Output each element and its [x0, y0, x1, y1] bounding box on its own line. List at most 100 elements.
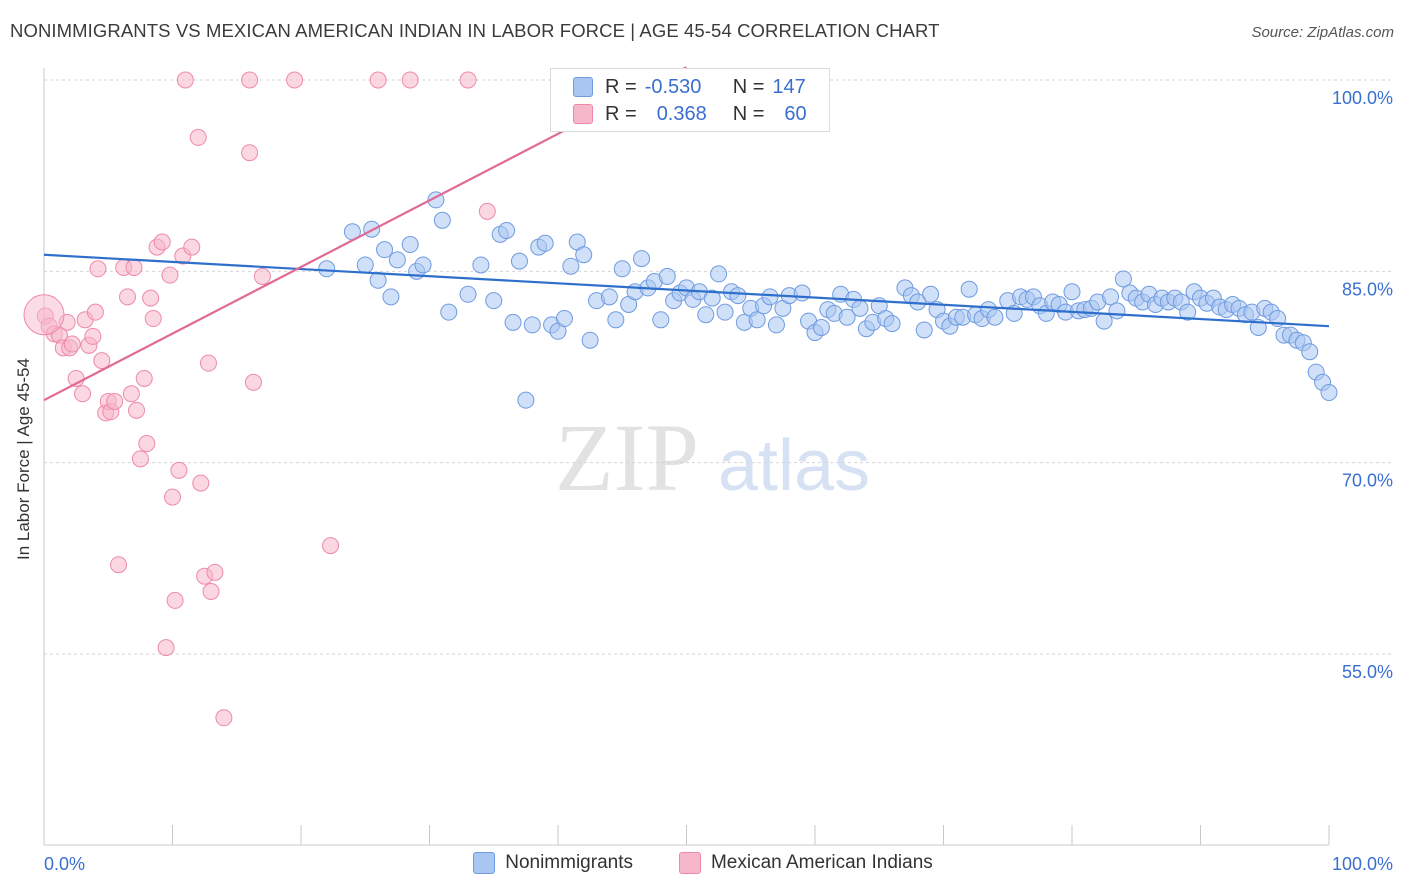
stats-r-value: -0.530	[644, 75, 702, 98]
stats-swatch-pink	[573, 104, 593, 124]
data-point	[189, 128, 207, 146]
stats-r-label: R =	[605, 75, 637, 98]
data-point	[1301, 343, 1319, 361]
data-point	[915, 321, 933, 339]
series-nonimmigrants	[318, 191, 1338, 409]
data-point	[1108, 302, 1126, 320]
data-point	[74, 385, 92, 403]
data-point	[1320, 384, 1338, 402]
data-point	[1063, 283, 1081, 301]
data-point	[135, 369, 153, 387]
data-point	[253, 267, 271, 285]
data-point	[93, 352, 111, 370]
data-point	[517, 391, 535, 409]
data-point	[1102, 288, 1120, 306]
data-point	[658, 267, 676, 285]
data-point	[244, 373, 262, 391]
x-tick-label: 100.0%	[1332, 854, 1393, 874]
data-point	[322, 537, 340, 555]
data-point	[241, 144, 259, 162]
data-point	[633, 250, 651, 268]
data-point	[119, 288, 137, 306]
data-point	[1095, 312, 1113, 330]
data-point	[286, 71, 304, 89]
data-point	[376, 241, 394, 259]
data-point	[1114, 270, 1132, 288]
data-point	[536, 234, 554, 252]
data-point	[883, 315, 901, 333]
data-point	[144, 310, 162, 328]
stats-swatch-blue	[573, 77, 593, 97]
watermark-atlas: atlas	[718, 426, 870, 506]
data-point	[206, 563, 224, 581]
data-point	[401, 71, 419, 89]
stats-row-nonimmigrants: R = -0.530 N = 147	[573, 73, 806, 101]
data-point	[170, 461, 188, 479]
data-point	[922, 285, 940, 303]
data-point	[202, 582, 220, 600]
data-point	[960, 280, 978, 298]
data-point	[433, 211, 451, 229]
data-point	[600, 288, 618, 306]
stats-n-label: N =	[732, 102, 765, 125]
x-tick-label: 0.0%	[44, 854, 85, 874]
data-point	[440, 303, 458, 321]
stats-row-mexican-american-indians: R = 0.368 N = 60	[573, 100, 807, 128]
legend-item-mexican-american-indians[interactable]: Mexican American Indians	[678, 852, 933, 874]
watermark-zip: ZIP	[555, 404, 699, 511]
y-tick-label: 100.0%	[1332, 88, 1393, 108]
data-point	[812, 318, 830, 336]
data-point	[157, 639, 175, 657]
data-point	[106, 392, 124, 410]
data-point	[472, 256, 490, 274]
data-point	[241, 71, 259, 89]
legend-label: Mexican American Indians	[710, 852, 933, 873]
data-point	[131, 450, 149, 468]
data-point	[122, 385, 140, 403]
source-label: Source: ZipAtlas.com	[1251, 24, 1394, 41]
data-point	[153, 233, 171, 251]
legend: Nonimmigrants Mexican American Indians	[0, 852, 1406, 874]
data-point	[356, 256, 374, 274]
data-point	[555, 310, 573, 328]
y-tick-label: 85.0%	[1342, 279, 1393, 299]
data-point	[382, 288, 400, 306]
series-mexican-american-indians	[23, 71, 496, 727]
data-point	[161, 266, 179, 284]
stats-box: R = -0.530 N = 147 R = 0.368 N = 60	[550, 68, 830, 132]
chart-title: NONIMMIGRANTS VS MEXICAN AMERICAN INDIAN…	[10, 20, 940, 41]
data-point	[369, 71, 387, 89]
data-point	[318, 260, 336, 278]
data-point	[498, 222, 516, 240]
data-point	[215, 709, 233, 727]
data-point	[166, 591, 184, 609]
trend-line-nonimmigrants	[43, 253, 1330, 328]
data-point	[459, 285, 477, 303]
data-point	[703, 289, 721, 307]
legend-swatch-blue	[473, 852, 496, 874]
data-point	[23, 294, 65, 336]
legend-item-nonimmigrants[interactable]: Nonimmigrants	[473, 852, 633, 874]
legend-swatch-pink	[678, 852, 701, 874]
data-point	[176, 71, 194, 89]
data-point	[510, 252, 528, 270]
data-point	[716, 303, 734, 321]
stats-n-value: 60	[784, 102, 807, 125]
data-point	[459, 71, 477, 89]
data-point	[761, 288, 779, 306]
data-point	[575, 246, 593, 264]
data-point	[414, 256, 432, 274]
stats-r-label: R =	[605, 102, 637, 125]
y-tick-label: 55.0%	[1342, 662, 1393, 682]
data-point	[125, 259, 143, 277]
data-point	[192, 474, 210, 492]
data-point	[128, 401, 146, 419]
data-point	[401, 236, 419, 254]
data-point	[767, 316, 785, 334]
data-point	[697, 306, 715, 324]
watermark: ZIP atlas	[555, 404, 870, 511]
data-point	[748, 311, 766, 329]
stats-n-label: N =	[732, 75, 765, 98]
y-tick-label: 70.0%	[1342, 471, 1393, 491]
